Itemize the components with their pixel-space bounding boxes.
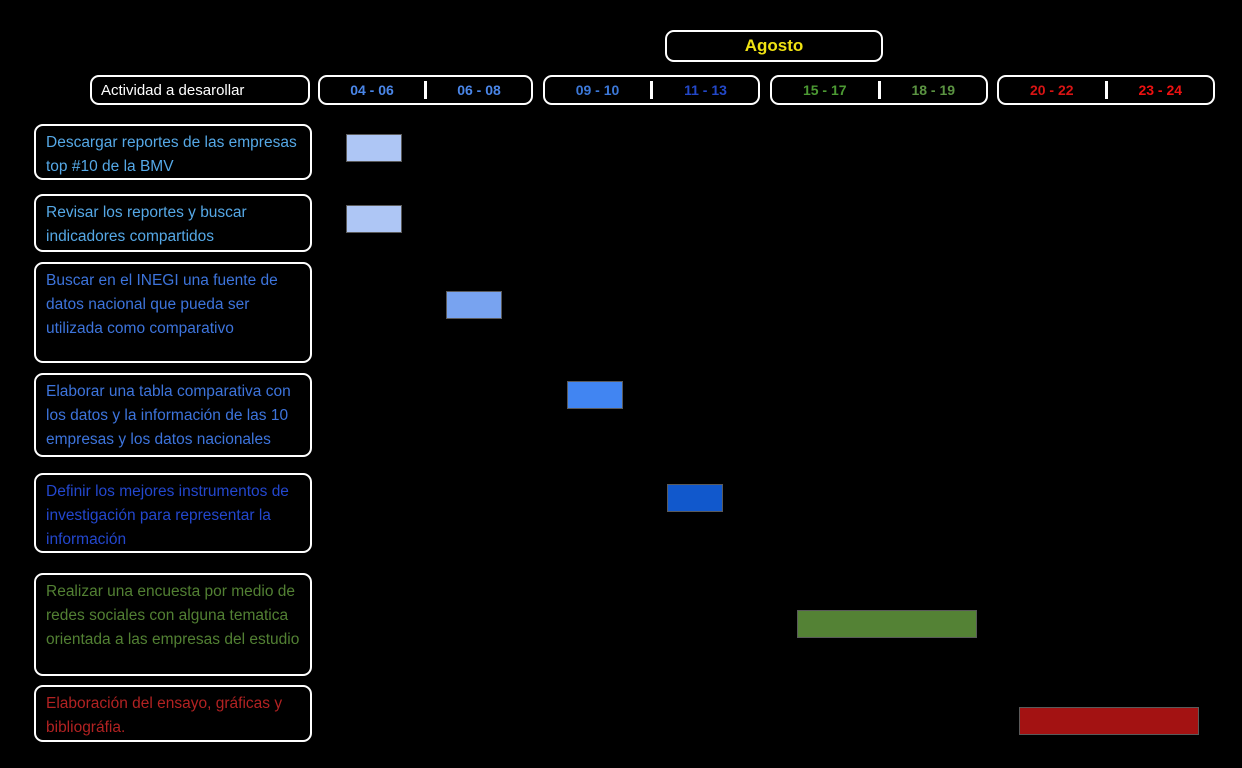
activity-label: Realizar una encuesta por medio de redes…: [46, 583, 300, 648]
activity-label: Revisar los reportes y buscar indicadore…: [46, 204, 247, 245]
activity-column-header-label: Actividad a desarollar: [101, 81, 245, 99]
gantt-bar-3: [446, 291, 502, 319]
activity-label: Buscar en el INEGI una fuente de datos n…: [46, 272, 278, 337]
week-range-label: 23 - 24: [1138, 82, 1183, 98]
range-divider: [877, 81, 881, 99]
activity-box-7: Elaboración del ensayo, gráficas y bibli…: [34, 685, 312, 742]
gantt-bar-6: [797, 610, 977, 638]
activity-column-header: Actividad a desarollar: [90, 75, 310, 105]
range-divider: [424, 81, 427, 99]
week-range-label: 11 - 13: [684, 82, 727, 98]
week-group-1: 04 - 06 06 - 08: [318, 75, 533, 105]
range-divider: [1104, 81, 1108, 99]
activity-box-5: Definir los mejores instrumentos de inve…: [34, 473, 312, 553]
activity-label: Elaborar una tabla comparativa con los d…: [46, 383, 291, 448]
gantt-bar-5: [667, 484, 723, 512]
gantt-bar-7: [1019, 707, 1199, 735]
week-range-label: 04 - 06: [350, 82, 394, 98]
activity-box-4: Elaborar una tabla comparativa con los d…: [34, 373, 312, 457]
week-range-label: 20 - 22: [1029, 82, 1074, 98]
week-range-label: 18 - 19: [911, 82, 956, 98]
week-range-label: 06 - 08: [457, 82, 501, 98]
activity-box-2: Revisar los reportes y buscar indicadore…: [34, 194, 312, 252]
week-group-4: 20 - 22 23 - 24: [997, 75, 1215, 105]
week-group-3: 15 - 17 18 - 19: [770, 75, 988, 105]
range-divider: [650, 81, 653, 99]
gantt-bar-4: [567, 381, 623, 409]
week-range-label: 15 - 17: [802, 82, 847, 98]
week-group-2: 09 - 10 11 - 13: [543, 75, 760, 105]
activity-box-6: Realizar una encuesta por medio de redes…: [34, 573, 312, 676]
activity-label: Definir los mejores instrumentos de inve…: [46, 483, 289, 548]
activity-label: Descargar reportes de las empresas top #…: [46, 134, 297, 175]
month-label: Agosto: [744, 36, 804, 55]
gantt-bar-2: [346, 205, 402, 233]
activity-label: Elaboración del ensayo, gráficas y bibli…: [46, 695, 283, 736]
activity-box-1: Descargar reportes de las empresas top #…: [34, 124, 312, 180]
week-range-label: 09 - 10: [575, 82, 620, 98]
activity-box-3: Buscar en el INEGI una fuente de datos n…: [34, 262, 312, 363]
month-header: Agosto: [665, 30, 883, 62]
gantt-bar-1: [346, 134, 402, 162]
